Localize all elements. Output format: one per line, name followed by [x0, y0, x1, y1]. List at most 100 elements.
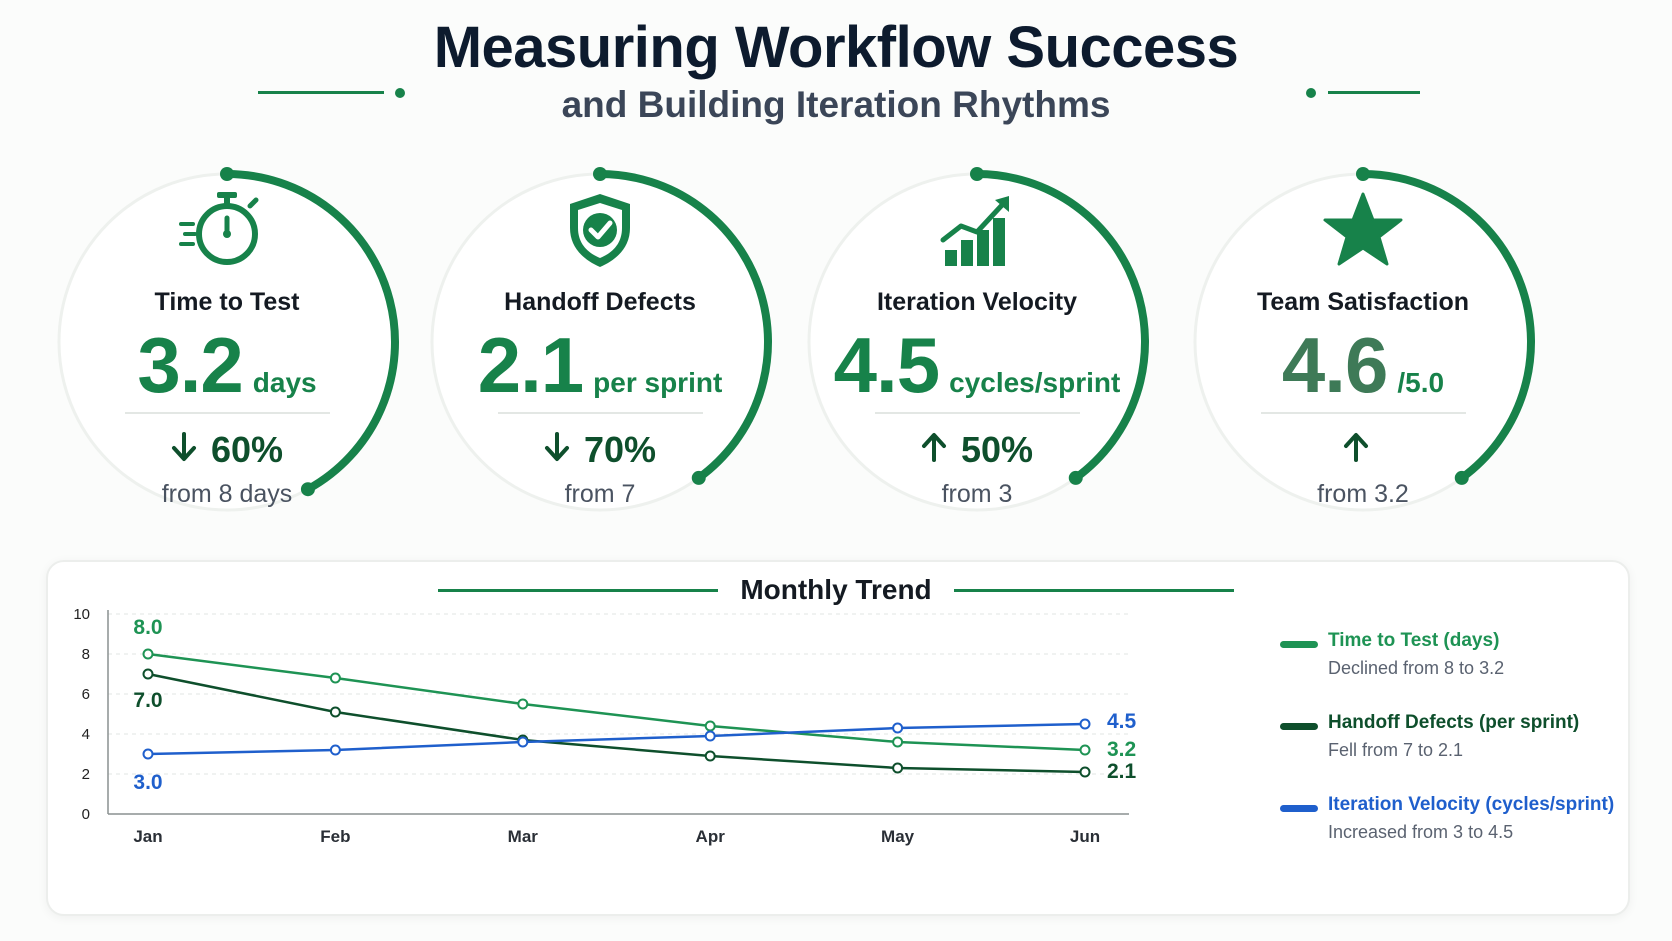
data-point [704, 730, 716, 742]
trend-header: Monthly Trend [0, 572, 1672, 608]
arrow-down-icon [544, 429, 570, 471]
kpi-change: 70% [583, 429, 657, 470]
data-label-first: 8.0 [133, 616, 162, 639]
progress-ring [57, 167, 399, 512]
legend-series-name: Handoff Defects (per sprint) [1328, 712, 1580, 733]
y-tick-label: 4 [82, 726, 90, 743]
kpi-divider [1261, 412, 1466, 414]
data-point [704, 750, 716, 762]
kpi-divider [875, 412, 1080, 414]
kpi-label: Handoff Defects [504, 288, 696, 316]
ring-progress-arc [596, 170, 772, 482]
kpi-value: 4.6 [1281, 321, 1388, 409]
star-icon [1183, 190, 1543, 270]
kpi-value: 2.1 [477, 321, 584, 409]
kpi-label: Time to Test [154, 288, 300, 316]
ring-start-dot [220, 167, 234, 181]
arrow-up-icon [921, 429, 947, 471]
arrow-up-icon [1343, 429, 1369, 471]
data-point [142, 648, 154, 660]
kpi-value: 3.2 [137, 321, 243, 409]
y-tick-label: 6 [82, 686, 90, 703]
data-point [142, 668, 154, 680]
data-point [1079, 718, 1091, 730]
legend-series-description: Fell from 7 to 2.1 [1328, 740, 1464, 760]
progress-ring [807, 167, 1149, 512]
ring-progress-arc [223, 170, 399, 494]
data-label-last: 4.5 [1107, 710, 1137, 733]
kpi-divider [125, 412, 330, 414]
title-decoration-dot-right [1306, 88, 1316, 98]
y-tick-label: 0 [82, 806, 90, 823]
title-decoration-dot-left [395, 88, 405, 98]
page-title: Measuring Workflow Success [433, 15, 1239, 80]
ring-start-dot [970, 167, 984, 181]
title-decoration-left [258, 91, 384, 94]
kpi-value: 4.5 [833, 321, 940, 409]
data-point [329, 672, 341, 684]
kpi-unit: cycles/sprint [949, 367, 1121, 398]
x-tick-label: Apr [696, 827, 726, 846]
ring-progress-arc [973, 170, 1149, 482]
data-point [329, 744, 341, 756]
legend-series-name: Iteration Velocity (cycles/sprint) [1328, 794, 1615, 815]
kpi-baseline: from 7 [564, 480, 636, 508]
progress-ring [1193, 167, 1535, 512]
data-label-first: 3.0 [133, 771, 162, 794]
shield-check-icon [420, 190, 780, 270]
legend-swatch [1280, 805, 1318, 812]
legend-swatch [1280, 723, 1318, 730]
chart-title: Monthly Trend [740, 574, 932, 605]
trend-header-rule-left [438, 588, 719, 592]
kpi-baseline: from 3.2 [1317, 480, 1409, 508]
x-tick-label: Jun [1070, 827, 1100, 846]
progress-ring [430, 167, 772, 512]
ring-start-dot [1356, 167, 1370, 181]
line-chart: 0 2 4 6 8 10 Jan Feb Mar Apr May Jun 8.0 3.2 7.0 2.1 3.0… [73, 606, 1137, 846]
y-tick-label: 8 [82, 646, 90, 663]
data-label-last: 3.2 [1107, 738, 1136, 761]
kpi-unit: /5.0 [1397, 367, 1445, 398]
legend-item-handoff-defects: Handoff Defects (per sprint) Fell from 7… [1280, 712, 1640, 794]
x-tick-label: Feb [320, 827, 350, 846]
data-point [892, 722, 904, 734]
kpi-unit: per sprint [593, 367, 723, 398]
kpi-card-time-to-test: Time to Test 3.2 days 60% from 8 days [47, 160, 407, 530]
series-line [147, 672, 1086, 774]
legend-series-description: Increased from 3 to 4.5 [1328, 822, 1514, 842]
kpi-unit: days [252, 367, 317, 398]
ring-end-dot [1454, 470, 1469, 485]
x-tick-label: Jan [133, 827, 162, 846]
data-point [704, 720, 716, 732]
kpi-card-handoff-defects: Handoff Defects 2.1 per sprint 70% from … [420, 160, 780, 530]
ring-end-dot [1068, 470, 1083, 485]
kpi-label: Team Satisfaction [1256, 288, 1470, 316]
kpi-card-team-satisfaction: Team Satisfaction 4.6 /5.0 from 3.2 [1183, 160, 1543, 530]
data-point [517, 736, 529, 748]
arrow-down-icon [171, 429, 197, 471]
kpi-card-iteration-velocity: Iteration Velocity 4.5 cycles/sprint 50%… [797, 160, 1157, 530]
series-line [147, 722, 1086, 756]
kpi-divider [498, 412, 703, 414]
data-point [892, 762, 904, 774]
kpi-baseline: from 8 days [161, 480, 293, 508]
legend-series-description: Declined from 8 to 3.2 [1328, 658, 1505, 678]
trend-header-rule-right [953, 588, 1234, 592]
ring-end-dot [300, 482, 315, 497]
data-point [329, 706, 341, 718]
ring-progress-arc [1359, 170, 1535, 482]
ring-end-dot [691, 470, 706, 485]
kpi-label: Iteration Velocity [876, 288, 1078, 316]
legend-item-iteration-velocity: Iteration Velocity (cycles/sprint) Incre… [1280, 794, 1640, 876]
stopwatch-icon [47, 190, 407, 270]
growth-bars-icon [797, 190, 1157, 270]
data-point [892, 736, 904, 748]
data-point [1079, 744, 1091, 756]
page-subtitle: and Building Iteration Rhythms [561, 84, 1111, 125]
data-label-first: 7.0 [133, 689, 162, 712]
title-decoration-right [1328, 91, 1420, 94]
y-tick-label: 2 [82, 766, 90, 783]
kpi-change: 60% [210, 429, 284, 470]
legend-series-name: Time to Test (days) [1328, 630, 1500, 651]
data-point [517, 698, 529, 710]
